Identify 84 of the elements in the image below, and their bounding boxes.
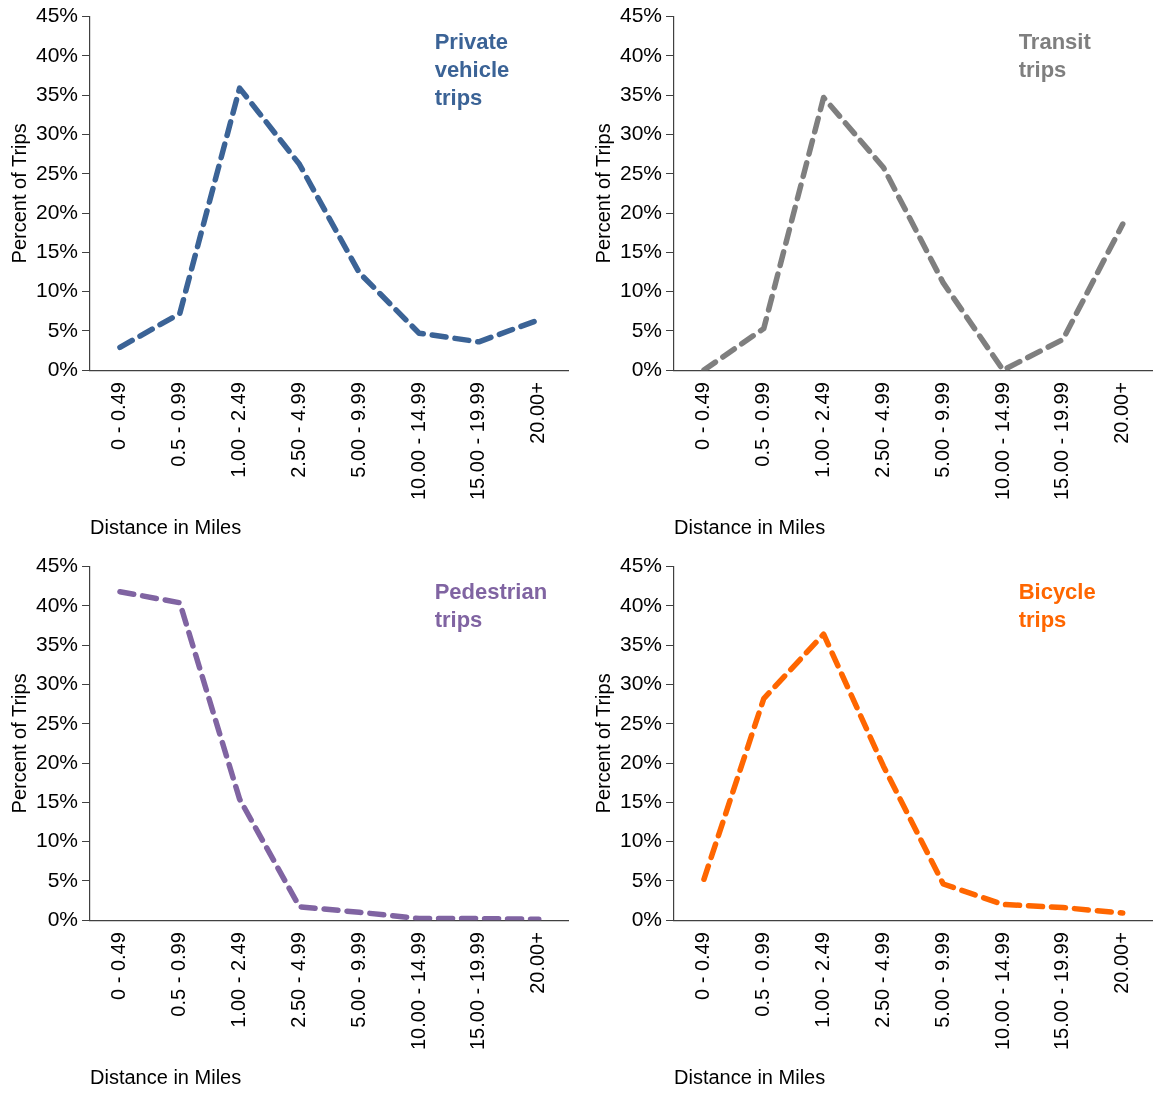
y-tick-label: 20% [36,199,79,223]
y-axis-title: Percent of Trips [591,673,614,814]
y-tick-label: 15% [36,239,79,263]
x-tick-label: 1.00 - 2.49 [811,932,834,1028]
x-tick-label: 0.5 - 0.99 [751,932,774,1017]
y-tick-label: 15% [620,239,663,263]
y-tick-label: 35% [36,81,79,105]
x-tick-label: 2.50 - 4.99 [286,932,309,1028]
y-tick-label: 0% [47,906,79,930]
y-tick-label: 40% [620,42,663,66]
y-tick-label: 20% [620,199,663,223]
x-tick-label: 5.00 - 9.99 [346,932,369,1028]
y-tick-label: 25% [36,160,79,184]
x-tick-label: 20.00+ [1110,382,1133,444]
y-tick-label: 30% [620,121,663,145]
x-tick-label: 5.00 - 9.99 [930,382,953,478]
y-tick-label: 45% [620,3,663,27]
y-tick-label: 0% [631,356,663,380]
x-tick-label: 20.00+ [526,932,549,994]
x-tick-label: 1.00 - 2.49 [227,932,250,1028]
y-axis-title: Percent of Trips [7,673,30,814]
x-tick-label: 0.5 - 0.99 [167,932,190,1017]
x-tick-label: 1.00 - 2.49 [811,382,834,478]
x-tick-label: 10.00 - 14.99 [990,382,1013,500]
text: Pedestrian trips [434,578,548,632]
y-axis-title: Percent of Trips [591,123,614,264]
y-tick-label: 0% [47,356,79,380]
y-tick-label: 5% [47,317,79,341]
y-tick-label: 10% [36,828,79,852]
x-tick-label: 15.00 - 19.99 [466,382,489,500]
y-tick-label: 45% [36,3,79,27]
y-tick-label: 10% [620,278,663,302]
x-tick-label: 2.50 - 4.99 [286,382,309,478]
x-tick-label: 1.00 - 2.49 [227,382,250,478]
y-tick-label: 15% [36,789,79,813]
y-tick-label: 40% [36,42,79,66]
y-tick-label: 30% [620,671,663,695]
x-tick-label: 10.00 - 14.99 [406,382,429,500]
x-axis-title: Distance in Miles [90,515,242,538]
y-tick-label: 40% [620,592,663,616]
x-axis-title: Distance in Miles [674,1065,826,1088]
y-tick-label: 35% [36,631,79,655]
y-tick-label: 5% [631,317,663,341]
x-tick-label: 20.00+ [526,382,549,444]
text: Bicycle trips [1018,578,1096,632]
x-tick-label: 20.00+ [1110,932,1133,994]
y-tick-label: 20% [36,749,79,773]
y-tick-label: 25% [620,160,663,184]
y-tick-label: 30% [36,671,79,695]
x-tick-label: 0.5 - 0.99 [167,382,190,467]
y-tick-label: 15% [620,789,663,813]
y-tick-label: 10% [620,828,663,852]
x-axis-title: Distance in Miles [90,1065,242,1088]
text: Private vehicle trips [434,28,510,110]
x-tick-label: 10.00 - 14.99 [406,932,429,1050]
x-tick-label: 0 - 0.49 [107,932,130,1000]
x-tick-label: 15.00 - 19.99 [1050,382,1073,500]
y-tick-label: 20% [620,749,663,773]
y-axis-title: Percent of Trips [7,123,30,264]
y-tick-label: 10% [36,278,79,302]
y-tick-label: 40% [36,592,79,616]
y-tick-label: 35% [620,81,663,105]
x-tick-label: 0 - 0.49 [691,382,714,450]
x-tick-label: 2.50 - 4.99 [870,932,893,1028]
x-tick-label: 0 - 0.49 [691,932,714,1000]
x-tick-label: 0 - 0.49 [107,382,130,450]
y-tick-label: 45% [36,553,79,577]
x-tick-label: 10.00 - 14.99 [990,932,1013,1050]
y-tick-label: 5% [47,867,79,891]
text: Transit trips [1018,28,1092,82]
y-tick-label: 45% [620,553,663,577]
x-tick-label: 15.00 - 19.99 [466,932,489,1050]
x-tick-label: 15.00 - 19.99 [1050,932,1073,1050]
x-tick-label: 5.00 - 9.99 [346,382,369,478]
y-tick-label: 5% [631,867,663,891]
y-tick-label: 25% [620,710,663,734]
x-axis-title: Distance in Miles [674,515,826,538]
y-tick-label: 30% [36,121,79,145]
y-tick-label: 0% [631,906,663,930]
x-tick-label: 2.50 - 4.99 [870,382,893,478]
y-tick-label: 25% [36,710,79,734]
y-tick-label: 35% [620,631,663,655]
x-tick-label: 5.00 - 9.99 [930,932,953,1028]
x-tick-label: 0.5 - 0.99 [751,382,774,467]
